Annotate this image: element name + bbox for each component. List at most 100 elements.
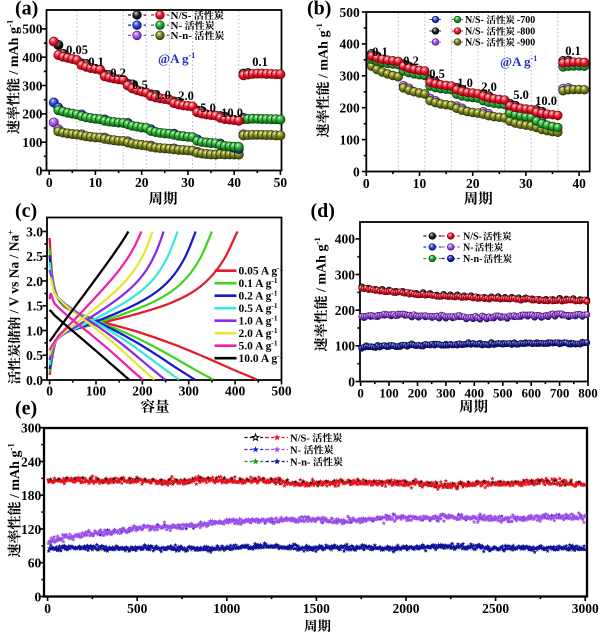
svg-text:500: 500 — [127, 601, 148, 616]
svg-text:N-n-: N-n- — [171, 30, 193, 42]
svg-text:2.0: 2.0 — [26, 274, 43, 289]
svg-text:300: 300 — [436, 386, 456, 401]
svg-text:600: 600 — [521, 386, 541, 401]
svg-text:100: 100 — [22, 135, 43, 150]
svg-text:50: 50 — [274, 175, 288, 190]
svg-text:0.5: 0.5 — [26, 348, 43, 363]
svg-text:/ mAh g-1: / mAh g-1 — [314, 23, 331, 81]
svg-text:40: 40 — [572, 176, 586, 191]
svg-text:/ mAh g-1: / mAh g-1 — [6, 443, 23, 501]
svg-text:0.2 A g-1: 0.2 A g-1 — [239, 289, 278, 302]
svg-text:/ V vs Na / Na+: / V vs Na / Na+ — [6, 230, 22, 317]
svg-text:0.1: 0.1 — [372, 45, 388, 59]
svg-text:N/S-: N/S- — [171, 10, 192, 22]
svg-text:10.0: 10.0 — [221, 106, 243, 120]
svg-text:200: 200 — [335, 303, 356, 318]
svg-text:0.0: 0.0 — [26, 373, 43, 388]
svg-text:@A g-1: @A g-1 — [158, 51, 195, 66]
svg-text:1500: 1500 — [303, 601, 330, 616]
svg-text:N/S-: N/S- — [465, 27, 484, 38]
svg-text:N-: N- — [290, 445, 302, 456]
svg-text:100: 100 — [335, 339, 356, 354]
svg-text:120: 120 — [21, 522, 42, 537]
svg-text:10: 10 — [413, 176, 427, 191]
svg-text:300: 300 — [179, 384, 200, 399]
svg-text:0.5: 0.5 — [132, 78, 148, 92]
svg-text:40: 40 — [227, 175, 241, 190]
svg-text:(e): (e) — [15, 398, 37, 420]
svg-text:0.1 A g-1: 0.1 A g-1 — [239, 277, 278, 290]
svg-text:60: 60 — [28, 556, 42, 571]
svg-text:500: 500 — [493, 386, 513, 401]
svg-text:200: 200 — [132, 384, 153, 399]
svg-text:0: 0 — [46, 175, 53, 190]
svg-text:100: 100 — [86, 384, 107, 399]
svg-text:0: 0 — [36, 163, 43, 178]
svg-text:1.0: 1.0 — [155, 88, 171, 102]
svg-text:0.1: 0.1 — [252, 55, 268, 69]
svg-text:0.1: 0.1 — [565, 44, 581, 58]
svg-text:0.2: 0.2 — [403, 54, 419, 68]
svg-text:180: 180 — [21, 488, 42, 503]
svg-text:0.5 A g-1: 0.5 A g-1 — [239, 302, 278, 315]
svg-text:300: 300 — [21, 421, 42, 436]
svg-text:0.2: 0.2 — [110, 66, 126, 80]
svg-text:-800: -800 — [517, 27, 535, 38]
svg-text:100: 100 — [379, 386, 399, 401]
svg-text:20: 20 — [466, 176, 480, 191]
svg-text:10.0: 10.0 — [535, 94, 557, 108]
svg-text:30: 30 — [519, 176, 533, 191]
svg-text:N/S-: N/S- — [463, 232, 482, 243]
svg-text:N-n-: N-n- — [463, 254, 482, 265]
svg-text:1.5: 1.5 — [26, 299, 43, 314]
svg-text:2.5: 2.5 — [26, 249, 43, 264]
svg-text:400: 400 — [335, 232, 356, 247]
svg-text:(a): (a) — [15, 0, 38, 20]
svg-text:10.0 A g-1: 10.0 A g-1 — [239, 352, 284, 365]
svg-text:0.1: 0.1 — [88, 55, 104, 69]
svg-text:0: 0 — [348, 374, 355, 389]
svg-text:400: 400 — [225, 384, 246, 399]
svg-text:/ mAh g-1: / mAh g-1 — [312, 237, 329, 295]
svg-text:20: 20 — [135, 175, 149, 190]
svg-text:N-: N- — [463, 243, 474, 254]
svg-text:3000: 3000 — [572, 601, 599, 616]
svg-text:N-n-: N-n- — [290, 457, 311, 468]
svg-text:500: 500 — [340, 5, 361, 20]
svg-text:700: 700 — [550, 386, 570, 401]
svg-text:0: 0 — [44, 601, 51, 616]
svg-text:1.0: 1.0 — [457, 76, 473, 90]
svg-text:2000: 2000 — [393, 601, 420, 616]
svg-text:-700: -700 — [517, 15, 535, 26]
svg-text:N/S-: N/S- — [465, 15, 484, 26]
svg-text:500: 500 — [22, 22, 43, 37]
svg-text:2.0: 2.0 — [481, 80, 497, 94]
svg-text:10: 10 — [89, 175, 103, 190]
svg-text:300: 300 — [22, 78, 43, 93]
svg-text:3.0: 3.0 — [26, 224, 43, 239]
svg-text:0.05 A g-1: 0.05 A g-1 — [239, 264, 284, 277]
svg-text:400: 400 — [340, 37, 361, 52]
svg-text:200: 200 — [22, 107, 43, 122]
svg-text:200: 200 — [408, 386, 428, 401]
svg-text:N/S-: N/S- — [465, 38, 484, 49]
svg-text:30: 30 — [181, 175, 195, 190]
svg-text:@A g-1: @A g-1 — [500, 54, 537, 69]
svg-text:0: 0 — [34, 589, 41, 604]
svg-text:400: 400 — [465, 386, 485, 401]
svg-text:1.0 A g-1: 1.0 A g-1 — [239, 314, 278, 327]
svg-text:5.0: 5.0 — [513, 88, 529, 102]
svg-text:240: 240 — [21, 454, 42, 469]
svg-text:500: 500 — [271, 384, 292, 399]
svg-text:(c): (c) — [15, 200, 37, 222]
svg-text:/ mAh g-1: / mAh g-1 — [5, 20, 22, 78]
svg-text:1.0: 1.0 — [26, 323, 43, 338]
svg-text:2500: 2500 — [482, 601, 509, 616]
svg-text:2.0 A g-1: 2.0 A g-1 — [239, 327, 278, 340]
svg-text:5.0: 5.0 — [200, 101, 216, 115]
svg-text:100: 100 — [340, 132, 361, 147]
svg-text:5.0 A g-1: 5.0 A g-1 — [239, 339, 278, 352]
svg-text:N/S-: N/S- — [290, 433, 310, 444]
svg-text:(b): (b) — [307, 0, 331, 20]
svg-text:0: 0 — [353, 164, 360, 179]
